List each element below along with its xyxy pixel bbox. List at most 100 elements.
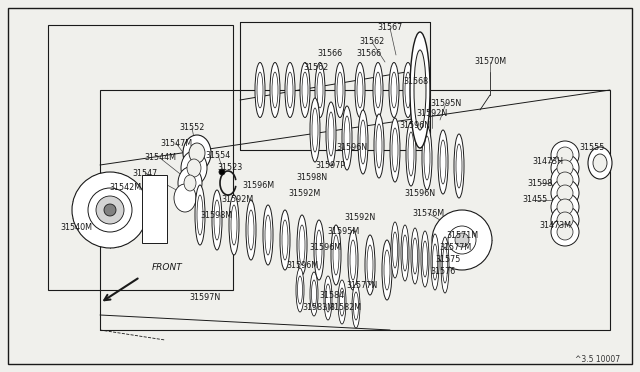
Ellipse shape [229,195,239,255]
Ellipse shape [588,147,612,179]
Ellipse shape [187,159,201,177]
Ellipse shape [551,218,579,246]
Ellipse shape [417,62,427,118]
Text: 31592M: 31592M [222,196,254,205]
Bar [100,90,610,330]
Ellipse shape [557,212,573,228]
Text: 31576: 31576 [430,267,456,276]
Ellipse shape [72,172,148,248]
Text: 31597N: 31597N [189,294,221,302]
Ellipse shape [189,143,205,163]
Ellipse shape [104,204,116,216]
Ellipse shape [410,32,430,148]
Text: FRONT: FRONT [152,263,183,272]
Ellipse shape [310,98,320,162]
Text: 31562: 31562 [303,64,328,73]
Text: 31570M: 31570M [474,58,506,67]
Text: 31540M: 31540M [60,224,92,232]
Ellipse shape [401,225,409,281]
Text: 31596M: 31596M [242,180,274,189]
Ellipse shape [324,276,332,320]
Ellipse shape [374,114,384,178]
Text: 31473M: 31473M [539,221,571,230]
Ellipse shape [557,199,573,215]
Ellipse shape [184,175,196,191]
Ellipse shape [314,220,324,280]
Ellipse shape [557,172,573,188]
Ellipse shape [352,284,360,328]
Ellipse shape [438,130,448,194]
Ellipse shape [551,193,579,221]
Ellipse shape [297,215,307,275]
Ellipse shape [331,225,341,285]
Text: 31596N: 31596N [404,189,436,198]
Text: 31598N: 31598N [296,173,328,183]
Ellipse shape [557,224,573,240]
Ellipse shape [174,184,196,212]
Ellipse shape [212,190,222,250]
Text: 31598M: 31598M [200,211,232,219]
Ellipse shape [441,237,449,293]
Text: 31583M: 31583M [302,304,334,312]
Text: 31576M: 31576M [412,208,444,218]
Text: 31595M: 31595M [328,228,360,237]
Text: 31596M: 31596M [286,260,318,269]
Ellipse shape [88,188,132,232]
Ellipse shape [342,106,352,170]
Ellipse shape [551,206,579,234]
Ellipse shape [335,62,345,118]
Text: 31596N: 31596N [399,122,431,131]
Text: 31571M: 31571M [446,231,478,240]
Ellipse shape [382,240,392,300]
Bar [48,25,233,290]
Text: 31577M: 31577M [440,244,472,253]
Ellipse shape [246,200,256,260]
Text: 31575: 31575 [435,256,461,264]
Ellipse shape [557,160,573,176]
Text: 31523: 31523 [218,164,243,173]
Ellipse shape [183,135,211,171]
Ellipse shape [310,272,318,316]
Text: 31566: 31566 [356,49,381,58]
Ellipse shape [338,280,346,324]
Ellipse shape [195,185,205,245]
Text: 31598: 31598 [527,179,552,187]
Ellipse shape [422,126,432,190]
Text: 31455: 31455 [522,196,548,205]
Text: 31592N: 31592N [344,214,376,222]
Ellipse shape [285,62,295,118]
Text: 31597P: 31597P [315,160,345,170]
Ellipse shape [181,151,207,185]
Ellipse shape [358,110,368,174]
Text: 31582M: 31582M [329,304,361,312]
Text: 31555: 31555 [579,144,605,153]
Ellipse shape [431,234,439,290]
Ellipse shape [414,50,426,130]
Ellipse shape [315,62,325,118]
Bar [142,175,167,243]
Text: 31592M: 31592M [289,189,321,198]
Text: 31577N: 31577N [346,280,378,289]
Ellipse shape [326,102,336,166]
Text: 31568: 31568 [403,77,429,87]
Text: 31547M: 31547M [160,138,192,148]
Text: 31595N: 31595N [430,99,461,108]
Ellipse shape [255,62,265,118]
Ellipse shape [300,62,310,118]
Ellipse shape [96,196,124,224]
Ellipse shape [551,154,579,182]
Ellipse shape [390,118,400,182]
Text: 31596M: 31596M [309,244,341,253]
Ellipse shape [448,226,476,254]
Text: 31566: 31566 [317,49,342,58]
Text: 31554: 31554 [205,151,230,160]
Ellipse shape [391,222,399,278]
Text: 31544M: 31544M [144,154,176,163]
Ellipse shape [411,228,419,284]
Ellipse shape [270,62,280,118]
Ellipse shape [557,147,573,163]
Ellipse shape [355,62,365,118]
Text: ^3.5 10007: ^3.5 10007 [575,356,620,365]
Ellipse shape [263,205,273,265]
Text: 31542M: 31542M [109,183,141,192]
